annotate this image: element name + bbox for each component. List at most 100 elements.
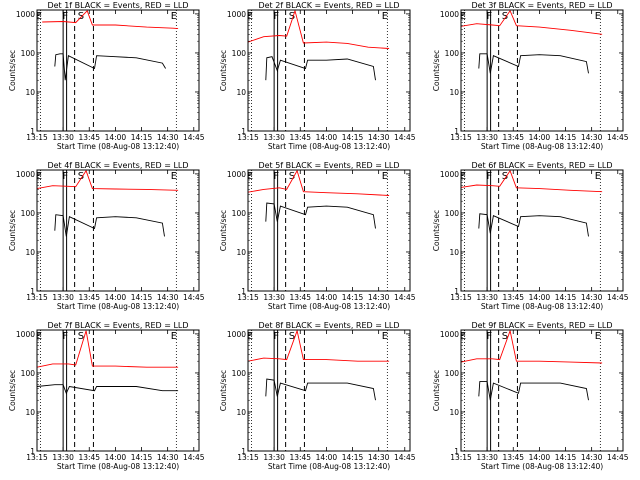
- lld-series-line: [460, 169, 603, 193]
- y-tick-label: 1: [454, 447, 459, 456]
- y-tick-label: 1: [241, 287, 246, 296]
- y-tick-label: 1000: [227, 10, 246, 19]
- x-tick-label: 14:30: [581, 133, 603, 142]
- marker-label: F: [486, 331, 492, 342]
- y-axis-label: Counts/sec: [8, 50, 17, 91]
- lld-series-line: [36, 169, 179, 191]
- y-axis-label: Counts/sec: [8, 370, 17, 411]
- x-tick-label: 14:30: [368, 293, 390, 302]
- marker-label: E: [595, 11, 601, 22]
- plot-frame: [36, 9, 200, 132]
- y-tick-label: 1000: [440, 330, 459, 339]
- y-tick-label: 10: [236, 248, 246, 257]
- x-tick-label: 13:15: [450, 133, 472, 142]
- x-tick-label: 14:30: [157, 133, 179, 142]
- marker-label: F: [486, 11, 492, 22]
- lld-series-line: [247, 9, 390, 49]
- chart-title: Det 4f BLACK = Events, RED = LLD: [47, 161, 188, 170]
- x-tick-label: 14:30: [368, 133, 390, 142]
- y-tick-label: 100: [232, 49, 247, 58]
- y-tick-label: 10: [449, 408, 459, 417]
- marker-label: F: [62, 331, 68, 342]
- x-tick-label: 13:45: [78, 133, 100, 142]
- y-tick-label: 10: [25, 88, 35, 97]
- x-tick-label: 14:15: [342, 293, 364, 302]
- marker-label: F: [273, 171, 279, 182]
- y-tick-label: 1000: [227, 170, 246, 179]
- marker-label: S: [289, 11, 295, 22]
- x-tick-label: 14:15: [131, 133, 153, 142]
- marker-label: S: [78, 11, 84, 22]
- x-tick-label: 13:45: [289, 293, 311, 302]
- x-tick-label: 14:15: [131, 293, 153, 302]
- x-tick-label: 14:00: [316, 293, 338, 302]
- x-tick-label: 14:45: [183, 133, 205, 142]
- chart-title: Det 5f BLACK = Events, RED = LLD: [258, 161, 399, 170]
- chart-title: Det 1f BLACK = Events, RED = LLD: [47, 1, 188, 10]
- x-tick-label: 13:45: [289, 453, 311, 462]
- marker-label: E: [382, 171, 388, 182]
- x-tick-label: 13:30: [476, 293, 498, 302]
- lld-series-line: [247, 329, 390, 362]
- marker-label: E: [171, 331, 177, 342]
- marker-label: S: [78, 171, 84, 182]
- x-tick-label: 13:15: [26, 453, 48, 462]
- plot-frame: [247, 169, 411, 292]
- plot-frame: [460, 9, 624, 132]
- y-tick-label: 1000: [440, 10, 459, 19]
- y-tick-label: 1000: [16, 170, 35, 179]
- x-axis-label: Start Time (08-Aug-08 13:12:40): [57, 462, 179, 471]
- lld-series-line: [460, 329, 603, 364]
- y-tick-label: 100: [445, 369, 460, 378]
- marker-label: F: [486, 171, 492, 182]
- x-tick-label: 14:00: [316, 453, 338, 462]
- x-tick-label: 14:45: [183, 453, 205, 462]
- y-tick-label: 10: [236, 88, 246, 97]
- y-tick-label: 10: [236, 408, 246, 417]
- x-axis-label: Start Time (08-Aug-08 13:12:40): [268, 462, 390, 471]
- x-axis-label: Start Time (08-Aug-08 13:12:40): [481, 462, 603, 471]
- x-tick-label: 13:30: [52, 453, 74, 462]
- chart-title: Det 3f BLACK = Events, RED = LLD: [471, 1, 612, 10]
- y-axis-label: Counts/sec: [432, 50, 441, 91]
- x-tick-label: 13:15: [450, 453, 472, 462]
- marker-label: E: [36, 171, 42, 182]
- x-tick-label: 13:15: [26, 133, 48, 142]
- x-tick-label: 13:15: [237, 453, 259, 462]
- lld-series-line: [36, 330, 179, 368]
- chart-title: Det 9f BLACK = Events, RED = LLD: [471, 321, 612, 330]
- x-tick-label: 14:30: [157, 293, 179, 302]
- y-tick-label: 1000: [16, 10, 35, 19]
- events-series-line: [54, 53, 166, 81]
- y-tick-label: 10: [25, 408, 35, 417]
- plot-frame: [460, 169, 624, 292]
- marker-label: S: [502, 171, 508, 182]
- y-tick-label: 1: [30, 127, 35, 136]
- x-tick-label: 13:30: [263, 293, 285, 302]
- x-axis-label: Start Time (08-Aug-08 13:12:40): [268, 302, 390, 311]
- y-axis-label: Counts/sec: [219, 370, 228, 411]
- y-tick-label: 1: [454, 127, 459, 136]
- marker-label: E: [247, 171, 253, 182]
- marker-label: E: [460, 171, 466, 182]
- marker-label: E: [460, 331, 466, 342]
- events-series-line: [478, 381, 589, 401]
- marker-label: E: [247, 11, 253, 22]
- y-tick-label: 10: [449, 248, 459, 257]
- events-series-line: [265, 202, 376, 229]
- events-series-line: [54, 214, 165, 237]
- y-tick-label: 1: [241, 127, 246, 136]
- lld-series-line: [460, 9, 603, 35]
- y-tick-label: 100: [21, 209, 36, 218]
- marker-label: S: [78, 331, 84, 342]
- events-series-line: [265, 378, 376, 401]
- marker-label: F: [273, 11, 279, 22]
- lld-series-line: [247, 169, 390, 196]
- marker-label: S: [289, 171, 295, 182]
